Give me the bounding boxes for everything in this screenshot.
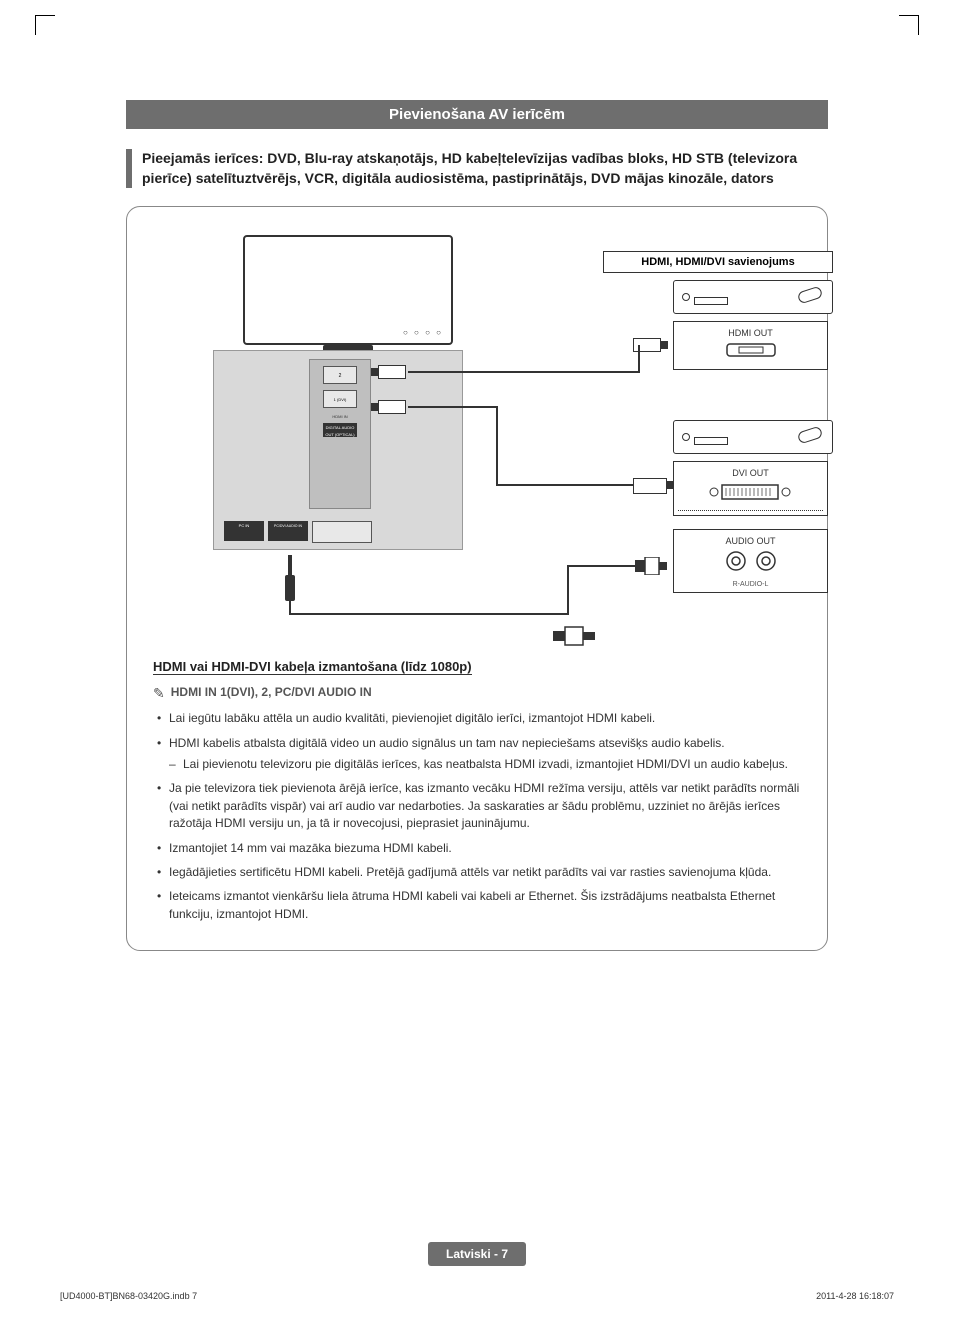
rca-jacks-icon bbox=[716, 550, 786, 576]
disc-tray-icon bbox=[694, 437, 728, 445]
list-item: Iegādājieties sertificētu HDMI kabeli. P… bbox=[153, 864, 801, 881]
sub-list: Lai pievienotu televizoru pie digitālās … bbox=[169, 756, 801, 773]
subsection-title: HDMI vai HDMI-DVI kabeļa izmantošana (lī… bbox=[153, 659, 472, 675]
audio-jack-plug bbox=[283, 555, 297, 605]
divider bbox=[678, 510, 823, 511]
bottom-ports: PC IN PC/DVI AUDIO IN bbox=[224, 521, 372, 543]
page-number-band: Latviski - 7 bbox=[428, 1242, 526, 1266]
dvi-jack-icon bbox=[706, 482, 796, 502]
manual-page: Pievienošana AV ierīcēm Pieejamās ierīce… bbox=[0, 0, 954, 1321]
dvd-player-icon bbox=[673, 280, 833, 314]
pcdvi-audio-port: PC/DVI AUDIO IN bbox=[268, 521, 308, 541]
hdmi-out-box: HDMI OUT bbox=[673, 321, 828, 370]
print-filename: [UD4000-BT]BN68-03420G.indb 7 bbox=[60, 1291, 197, 1301]
hdmi-port-1: 1 (DVI) bbox=[323, 390, 357, 408]
list-item: Lai iegūtu labāku attēla un audio kvalit… bbox=[153, 710, 801, 727]
list-item-text: HDMI kabelis atbalsta digitālā video un … bbox=[169, 736, 725, 750]
tv-controls-icon: ○ ○ ○ ○ bbox=[403, 328, 443, 337]
rca-plug-icon bbox=[635, 557, 669, 580]
connection-diagram: ○ ○ ○ ○ 2 1 (DVI) HDMI IN DIGITAL AUDIO … bbox=[153, 225, 801, 655]
port-column: 2 1 (DVI) HDMI IN DIGITAL AUDIO OUT (OPT… bbox=[309, 359, 371, 509]
dvi-cable-h1 bbox=[408, 406, 498, 408]
dvi-cable-v bbox=[496, 406, 498, 486]
dvi-plug-left bbox=[378, 400, 406, 414]
bullet-list: Lai iegūtu labāku attēla un audio kvalit… bbox=[153, 710, 801, 923]
page-footer: Latviski - 7 bbox=[402, 1242, 552, 1266]
dvi-out-box: DVI OUT bbox=[673, 461, 828, 516]
note-label: HDMI IN 1(DVI), 2, PC/DVI AUDIO IN bbox=[171, 685, 372, 699]
cable-splitter-icon bbox=[553, 625, 599, 652]
list-item: Ieteicams izmantot vienkāršu liela ātrum… bbox=[153, 888, 801, 923]
audio-cable-v2 bbox=[567, 565, 569, 615]
hdmi-port-2: 2 bbox=[323, 366, 357, 384]
connection-type-label: HDMI, HDMI/DVI savienojums bbox=[603, 251, 833, 273]
hdmi-out-label: HDMI OUT bbox=[678, 328, 823, 338]
crop-mark bbox=[899, 15, 919, 35]
note-row: ✎ HDMI IN 1(DVI), 2, PC/DVI AUDIO IN bbox=[153, 685, 801, 702]
print-timestamp: 2011-4-28 16:18:07 bbox=[816, 1291, 894, 1301]
intro-block: Pieejamās ierīces: DVD, Blu-ray atskaņot… bbox=[126, 149, 828, 188]
section-header: Pievienošana AV ierīcēm bbox=[126, 100, 828, 129]
list-item: Izmantojiet 14 mm vai mazāka biezuma HDM… bbox=[153, 840, 801, 857]
tv-icon: ○ ○ ○ ○ bbox=[243, 235, 453, 345]
intro-text: Pieejamās ierīces: DVD, Blu-ray atskaņot… bbox=[142, 149, 828, 188]
hdmi-plug-left bbox=[378, 365, 406, 379]
crop-mark bbox=[35, 15, 55, 35]
audio-cable-h2 bbox=[567, 565, 637, 567]
r-audio-l-label: R-AUDIO-L bbox=[678, 581, 823, 588]
print-metadata: [UD4000-BT]BN68-03420G.indb 7 2011-4-28 … bbox=[60, 1291, 894, 1301]
blank-port bbox=[312, 521, 372, 543]
audio-cable-h bbox=[289, 613, 569, 615]
dvd-player-icon bbox=[673, 420, 833, 454]
hdmi-jack-icon bbox=[721, 342, 781, 360]
wiring-box: ○ ○ ○ ○ 2 1 (DVI) HDMI IN DIGITAL AUDIO … bbox=[126, 206, 828, 951]
pc-in-port: PC IN bbox=[224, 521, 264, 541]
audio-out-box: AUDIO OUT R-AUDIO-L bbox=[673, 529, 828, 593]
dvi-plug-right bbox=[633, 478, 667, 494]
list-item: HDMI kabelis atbalsta digitālā video un … bbox=[153, 735, 801, 774]
sub-list-item: Lai pievienotu televizoru pie digitālās … bbox=[169, 756, 801, 773]
dvi-out-label: DVI OUT bbox=[678, 468, 823, 478]
hdmi-cable bbox=[408, 371, 638, 373]
hdmi-cable-v bbox=[638, 345, 640, 373]
optical-port: DIGITAL AUDIO OUT (OPTICAL) bbox=[323, 423, 357, 437]
accent-bar bbox=[126, 149, 132, 188]
dvi-cable-h2 bbox=[496, 484, 636, 486]
note-icon: ✎ bbox=[153, 685, 165, 702]
list-item: Ja pie televizora tiek pievienota ārējā … bbox=[153, 780, 801, 832]
audio-out-label: AUDIO OUT bbox=[678, 536, 823, 546]
hdmi-in-label: HDMI IN bbox=[310, 414, 370, 419]
tv-port-panel: 2 1 (DVI) HDMI IN DIGITAL AUDIO OUT (OPT… bbox=[213, 350, 463, 550]
disc-tray-icon bbox=[694, 297, 728, 305]
